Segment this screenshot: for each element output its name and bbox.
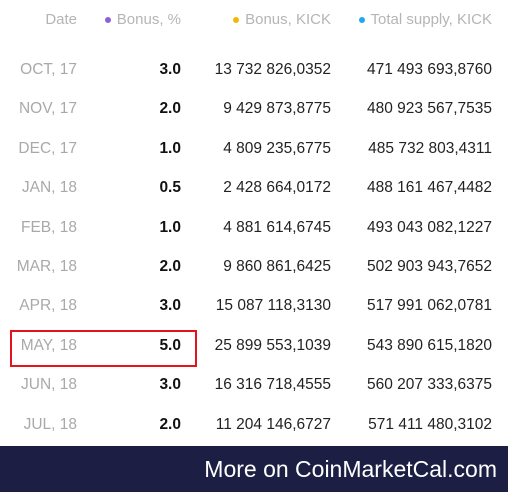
date-cell: JAN, 18 — [21, 179, 77, 197]
bonus-kick-cell: 2 428 664,0172 — [223, 179, 331, 197]
total-supply-cell: 493 043 082,1227 — [367, 218, 492, 236]
total-supply-cell: 571 411 480,3102 — [368, 415, 492, 433]
bonus-kick-cell: 4 881 614,6745 — [223, 218, 331, 236]
date-cell: MAY, 18 — [20, 336, 77, 354]
total-supply-cell: 480 923 567,7535 — [367, 100, 492, 118]
legend-dot — [233, 17, 240, 23]
bonus-kick-cell: 25 899 553,1039 — [214, 336, 331, 354]
date-cell: DEC, 17 — [18, 139, 77, 157]
date-cell: JUL, 18 — [23, 415, 77, 433]
bonus-kick-cell: 13 732 826,0352 — [214, 61, 331, 78]
bonus-percent-cell: 3.0 — [159, 297, 181, 315]
column-header: Total supply, KICK — [370, 11, 492, 28]
bonus-percent-cell: 3.0 — [159, 61, 181, 78]
total-supply-cell: 488 161 467,4482 — [367, 179, 492, 197]
total-supply-cell: 485 732 803,4311 — [368, 139, 492, 157]
bonus-percent-cell: 1.0 — [159, 139, 181, 157]
date-cell: APR, 18 — [19, 297, 77, 315]
bonus-percent-cell: 2.0 — [159, 258, 181, 275]
bonus-percent-cell: 5.0 — [159, 336, 181, 354]
bonus-kick-cell: 16 316 718,4555 — [214, 376, 331, 394]
date-cell: MAR, 18 — [16, 258, 77, 275]
column-header: Bonus, % — [116, 11, 181, 28]
bonus-kick-cell: 11 204 146,6727 — [215, 415, 331, 433]
bonus-kick-cell: 4 809 235,6775 — [223, 139, 331, 157]
column-header: Date — [45, 11, 77, 28]
legend-dot — [358, 17, 365, 23]
total-supply-cell: 471 493 693,8760 — [367, 61, 492, 78]
bonus-percent-cell: 3.0 — [159, 376, 181, 394]
footer-banner[interactable]: More on CoinMarketCal.com — [0, 446, 508, 492]
total-supply-cell: 543 890 615,1820 — [367, 336, 492, 354]
column-header: Bonus, KICK — [245, 11, 331, 28]
bonus-percent-cell: 2.0 — [159, 415, 181, 433]
bonus-percent-cell: 2.0 — [159, 100, 181, 118]
bonus-kick-cell: 15 087 118,3130 — [215, 297, 331, 315]
footer-text[interactable]: More on CoinMarketCal.com — [204, 456, 497, 482]
bonus-kick-cell: 9 860 861,6425 — [223, 258, 331, 275]
total-supply-cell: 517 991 062,0781 — [367, 297, 492, 315]
bonus-percent-cell: 1.0 — [159, 218, 181, 236]
total-supply-cell: 502 903 943,7652 — [367, 258, 492, 275]
highlight-box — [10, 330, 197, 367]
bonus-percent-cell: 0.5 — [159, 179, 181, 197]
legend-dot — [104, 17, 111, 23]
date-cell: NOV, 17 — [18, 100, 77, 118]
date-cell: FEB, 18 — [21, 218, 77, 236]
total-supply-cell: 560 207 333,6375 — [367, 376, 492, 394]
bonus-kick-cell: 9 429 873,8775 — [223, 100, 331, 118]
date-cell: OCT, 17 — [20, 61, 77, 78]
date-cell: JUN, 18 — [21, 376, 77, 394]
